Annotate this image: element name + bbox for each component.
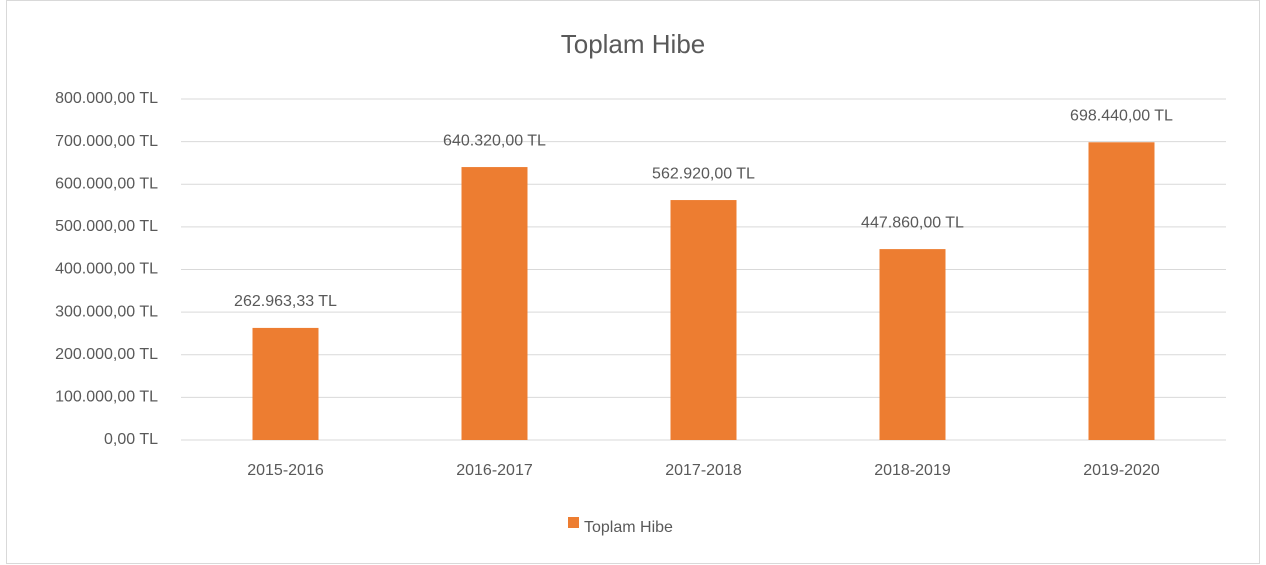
bar (670, 200, 737, 440)
chart-border (6, 0, 1260, 564)
y-tick-label: 300.000,00 TL (55, 303, 158, 320)
y-tick-label: 200.000,00 TL (55, 346, 158, 363)
x-tick-label: 2019-2020 (1083, 462, 1160, 479)
bar (461, 167, 528, 440)
data-label: 447.860,00 TL (861, 214, 964, 231)
chart-title: Toplam Hibe (561, 29, 706, 59)
x-tick-label: 2017-2018 (665, 462, 742, 479)
y-tick-label: 500.000,00 TL (55, 218, 158, 235)
y-tick-label: 800.000,00 TL (55, 90, 158, 107)
bar (879, 249, 946, 440)
x-tick-label: 2016-2017 (456, 462, 533, 479)
data-label: 262.963,33 TL (234, 293, 337, 310)
bar (1088, 142, 1155, 440)
y-tick-label: 700.000,00 TL (55, 133, 158, 150)
data-label: 698.440,00 TL (1070, 108, 1173, 125)
y-tick-label: 400.000,00 TL (55, 261, 158, 278)
legend-swatch (568, 517, 579, 528)
data-label: 562.920,00 TL (652, 165, 755, 182)
x-tick-label: 2018-2019 (874, 462, 951, 479)
data-label: 640.320,00 TL (443, 132, 546, 149)
x-tick-label: 2015-2016 (247, 462, 324, 479)
y-tick-label: 0,00 TL (104, 431, 158, 448)
bar (252, 327, 319, 440)
y-tick-label: 600.000,00 TL (55, 175, 158, 192)
y-tick-label: 100.000,00 TL (55, 389, 158, 406)
legend-label: Toplam Hibe (584, 519, 673, 536)
